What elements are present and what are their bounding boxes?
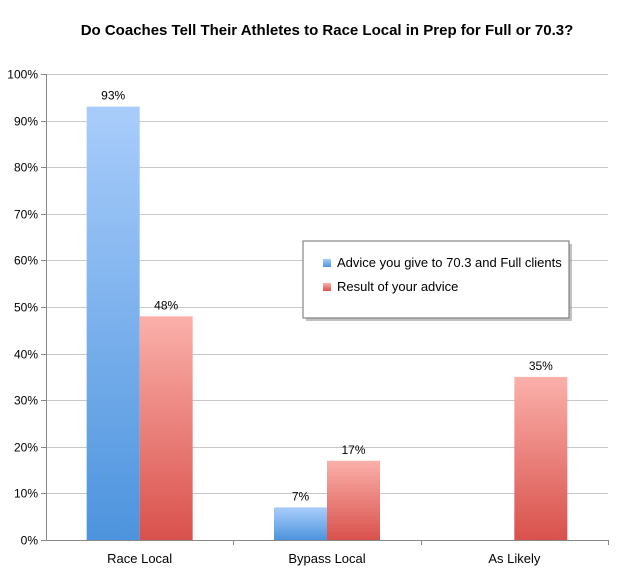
y-tick-label: 10% xyxy=(14,487,38,501)
data-label: 7% xyxy=(292,489,310,503)
x-axis: Race Local Bypass Local As Likely xyxy=(107,540,609,566)
y-tick-label: 0% xyxy=(21,534,39,548)
bar xyxy=(86,106,140,541)
legend-label: Advice you give to 70.3 and Full clients xyxy=(337,255,562,270)
bar xyxy=(327,460,380,540)
x-tick-label: Bypass Local xyxy=(288,551,365,566)
bar xyxy=(514,376,568,540)
y-tick-label: 70% xyxy=(14,208,38,222)
data-label: 93% xyxy=(101,89,125,103)
y-tick-label: 20% xyxy=(14,441,38,455)
x-tick-label: As Likely xyxy=(488,551,541,566)
data-label: 48% xyxy=(154,298,178,312)
y-tick-label: 50% xyxy=(14,301,38,315)
legend-label: Result of your advice xyxy=(337,279,458,294)
bars xyxy=(86,106,568,541)
data-label: 35% xyxy=(529,359,553,373)
y-tick-label: 90% xyxy=(14,115,38,129)
chart-title: Do Coaches Tell Their Athletes to Race L… xyxy=(81,22,574,39)
x-tick-label: Race Local xyxy=(107,551,172,566)
y-axis: 0% 10% 20% 30% 40% 50% 60% 70% 80% 90% 100% xyxy=(7,68,608,548)
data-labels: 93% 48% 7% 17% 35% xyxy=(101,89,553,504)
y-tick-label: 60% xyxy=(14,254,38,268)
legend-box xyxy=(302,240,570,319)
bar xyxy=(274,507,327,540)
legend: Advice you give to 70.3 and Full clients… xyxy=(302,240,572,321)
y-tick-label: 40% xyxy=(14,348,38,362)
bar xyxy=(139,316,193,540)
legend-swatch xyxy=(323,283,331,291)
y-tick-label: 80% xyxy=(14,161,38,175)
data-label: 17% xyxy=(341,443,365,457)
legend-swatch xyxy=(323,259,331,267)
y-tick-label: 100% xyxy=(7,68,38,82)
y-tick-label: 30% xyxy=(14,394,38,408)
